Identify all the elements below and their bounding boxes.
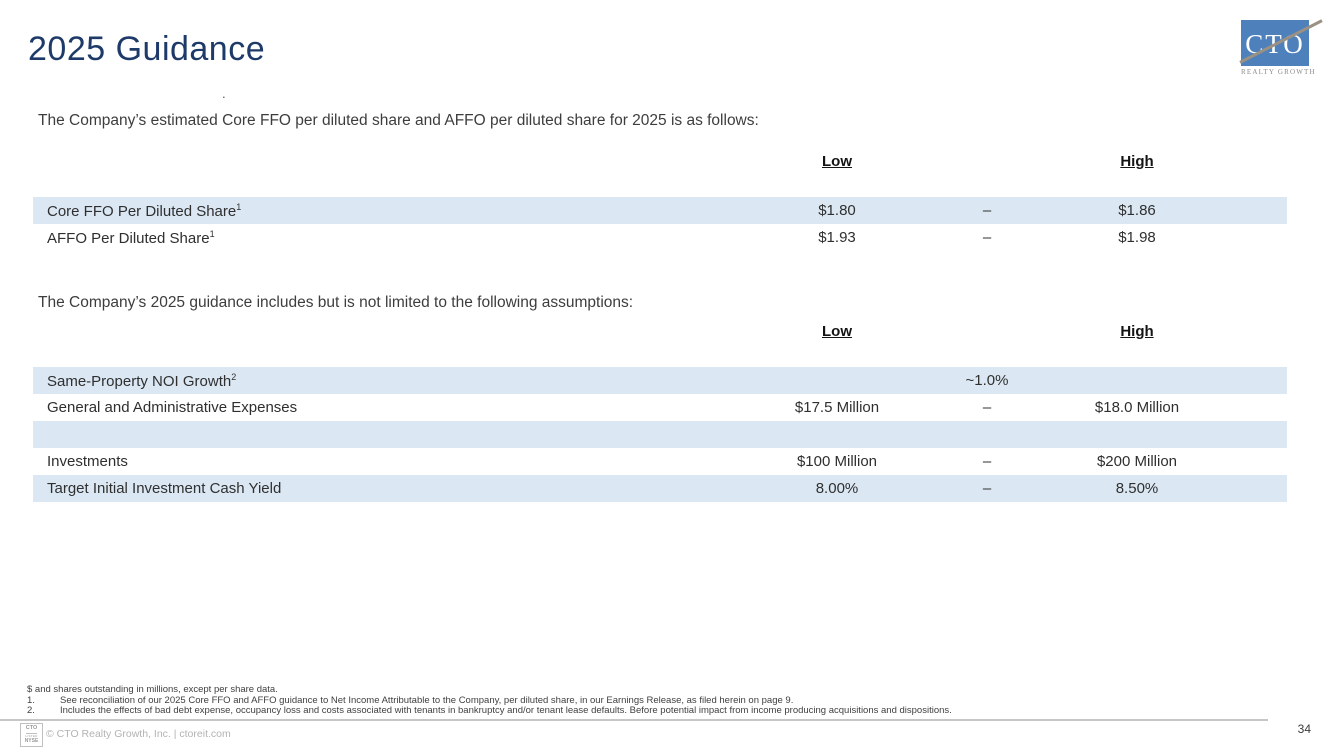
row-low-value: $1.93 [818,229,856,246]
cto-logo-caption: REALTY GROWTH [1241,68,1316,76]
row-low-value: $1.80 [818,202,856,219]
table2: Same-Property NOI Growth2 ~1.0% General … [33,367,1287,502]
table1: Core FFO Per Diluted Share1 $1.80 – $1.8… [33,197,1287,251]
cto-logo: CTO REALTY GROWTH [1239,19,1323,76]
row-dash: – [982,399,992,416]
row-label: Investments [47,453,128,470]
table2-header-high: High [1120,322,1154,340]
table-row: Investments $100 Million – $200 Million [33,448,1287,475]
table2-header: Low High [33,320,1287,342]
footnote-preamble: $ and shares outstanding in millions, ex… [27,684,278,695]
row-label: Core FFO Per Diluted Share1 [47,201,242,220]
row-label: General and Administrative Expenses [47,399,298,416]
table1-header-low: Low [822,152,852,170]
footnote-ref: 1 [209,228,215,239]
page-title: 2025 Guidance [28,30,266,68]
table-row-empty [33,421,1287,448]
table-row: Target Initial Investment Cash Yield 8.0… [33,475,1287,502]
table2-header-low: Low [822,322,852,340]
row-label: AFFO Per Diluted Share1 [47,228,215,247]
row-low-value: $100 Million [796,453,878,470]
cto-logo-box: CTO [1239,19,1323,66]
footnote-2-text: Includes the effects of bad debt expense… [60,705,952,717]
intro-paragraph-ffo: The Company’s estimated Core FFO per dil… [38,112,759,129]
footnote-2-number: 2. [27,705,35,717]
table-row: Core FFO Per Diluted Share1 $1.80 – $1.8… [33,197,1287,224]
footnote-1-text: See reconciliation of our 2025 Core FFO … [60,694,794,706]
table1-header-high: High [1120,152,1154,170]
row-dash: – [982,229,992,246]
footnote-1: 1. See reconciliation of our 2025 Core F… [27,694,1307,707]
row-dash: – [982,453,992,470]
row-label: Same-Property NOI Growth2 [47,371,237,390]
footer-copyright: © CTO Realty Growth, Inc. | ctoreit.com [46,728,231,740]
row-high-value: $1.98 [1118,229,1156,246]
table-row: General and Administrative Expenses $17.… [33,394,1287,421]
intro-paragraph-assumptions: The Company’s 2025 guidance includes but… [38,294,634,311]
row-dash: – [982,480,992,497]
footnote-2: 2. Includes the effects of bad debt expe… [27,706,1307,717]
footnote-ref: 1 [236,201,242,212]
row-dash: – [982,202,992,219]
stray-period-mark: . [222,86,226,101]
nyse-listed-badge-icon: CTO LISTED NYSE [20,723,43,747]
row-high-value: $200 Million [1096,453,1178,470]
table-row: AFFO Per Diluted Share1 $1.93 – $1.98 [33,224,1287,251]
row-high-value: $1.86 [1118,202,1156,219]
row-center-value: ~1.0% [965,372,1009,389]
row-label: Target Initial Investment Cash Yield [47,480,282,497]
row-high-value: $18.0 Million [1094,399,1180,416]
row-low-value: $17.5 Million [794,399,880,416]
table1-header: Low High [33,150,1287,172]
row-low-value: 8.00% [815,480,859,497]
page-number: 34 [1297,722,1311,736]
footer-divider [0,719,1268,721]
row-high-value: 8.50% [1115,480,1159,497]
table-row: Same-Property NOI Growth2 ~1.0% [33,367,1287,394]
footnote-ref: 2 [231,371,237,382]
footnotes: $ and shares outstanding in millions, ex… [27,684,1307,717]
footnote-1-number: 1. [27,694,35,706]
